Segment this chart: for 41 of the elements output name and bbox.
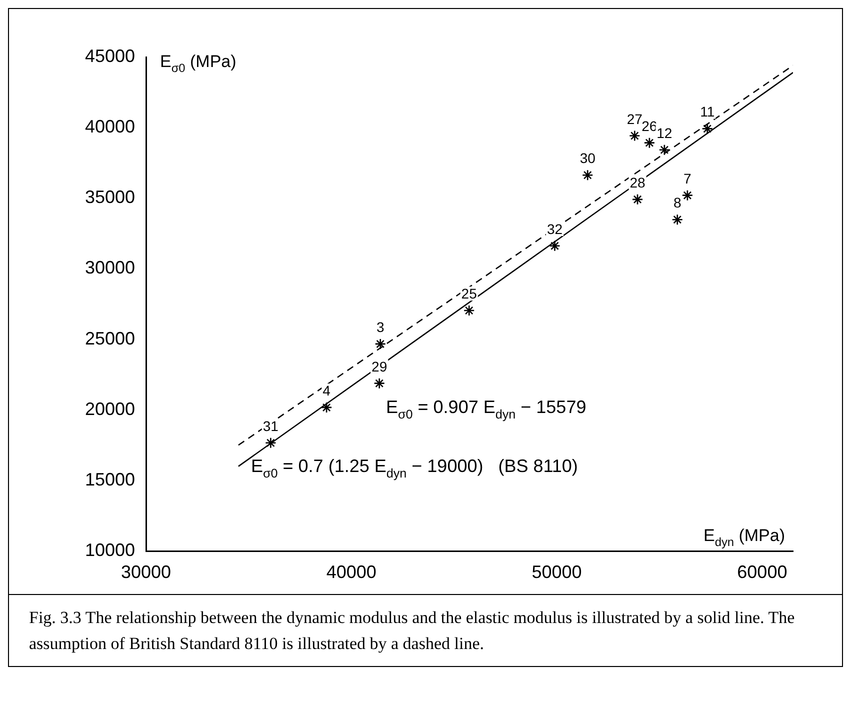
caption: Fig. 3.3 The relationship between the dynamic modulus and the elastic modulus is illustrated by a solid line. The assumption of British Standard 8110 is illustrated by a dashed line. [29, 607, 796, 655]
annotation: 26 [642, 118, 658, 134]
annotation: 31 [262, 418, 279, 434]
annotation: 11 [700, 104, 715, 120]
annotation: 4 [322, 382, 331, 398]
annotation: 3 [376, 318, 384, 335]
point [644, 137, 656, 148]
point [682, 190, 694, 201]
point [632, 194, 644, 206]
point [702, 123, 713, 134]
annotation: 32 [546, 220, 563, 237]
point [265, 437, 276, 449]
x-tick-label: 60000 [737, 562, 788, 582]
annotation: 27 [626, 110, 643, 127]
y-tick-label: 45000 [84, 46, 135, 66]
y-tick-label: 20000 [84, 398, 135, 419]
point [672, 214, 684, 226]
y-tick-label: 40000 [84, 116, 135, 137]
point [463, 304, 475, 316]
annotation: 28 [630, 174, 646, 190]
point [374, 338, 386, 350]
annotation: 8 [673, 194, 682, 211]
x-tick-label: 30000 [120, 562, 172, 582]
annotation: 30 [580, 150, 596, 166]
annotation: 12 [656, 124, 672, 141]
point [374, 378, 385, 389]
y-tick-label: 10000 [84, 540, 135, 560]
y-tick-label: 35000 [84, 187, 135, 208]
x-tick-label: 50000 [532, 562, 582, 582]
annotation: 25 [461, 285, 478, 302]
y-tick-label: 15000 [84, 469, 135, 490]
annotation: 29 [372, 358, 388, 374]
point [658, 144, 670, 156]
point [320, 402, 332, 414]
y-tick-label: 25000 [84, 328, 135, 348]
y-tick-label: 30000 [84, 258, 135, 278]
annotation: 7 [684, 170, 692, 186]
point [549, 240, 560, 252]
point [628, 130, 640, 142]
x-tick-label: 40000 [326, 562, 376, 582]
point [582, 169, 594, 181]
